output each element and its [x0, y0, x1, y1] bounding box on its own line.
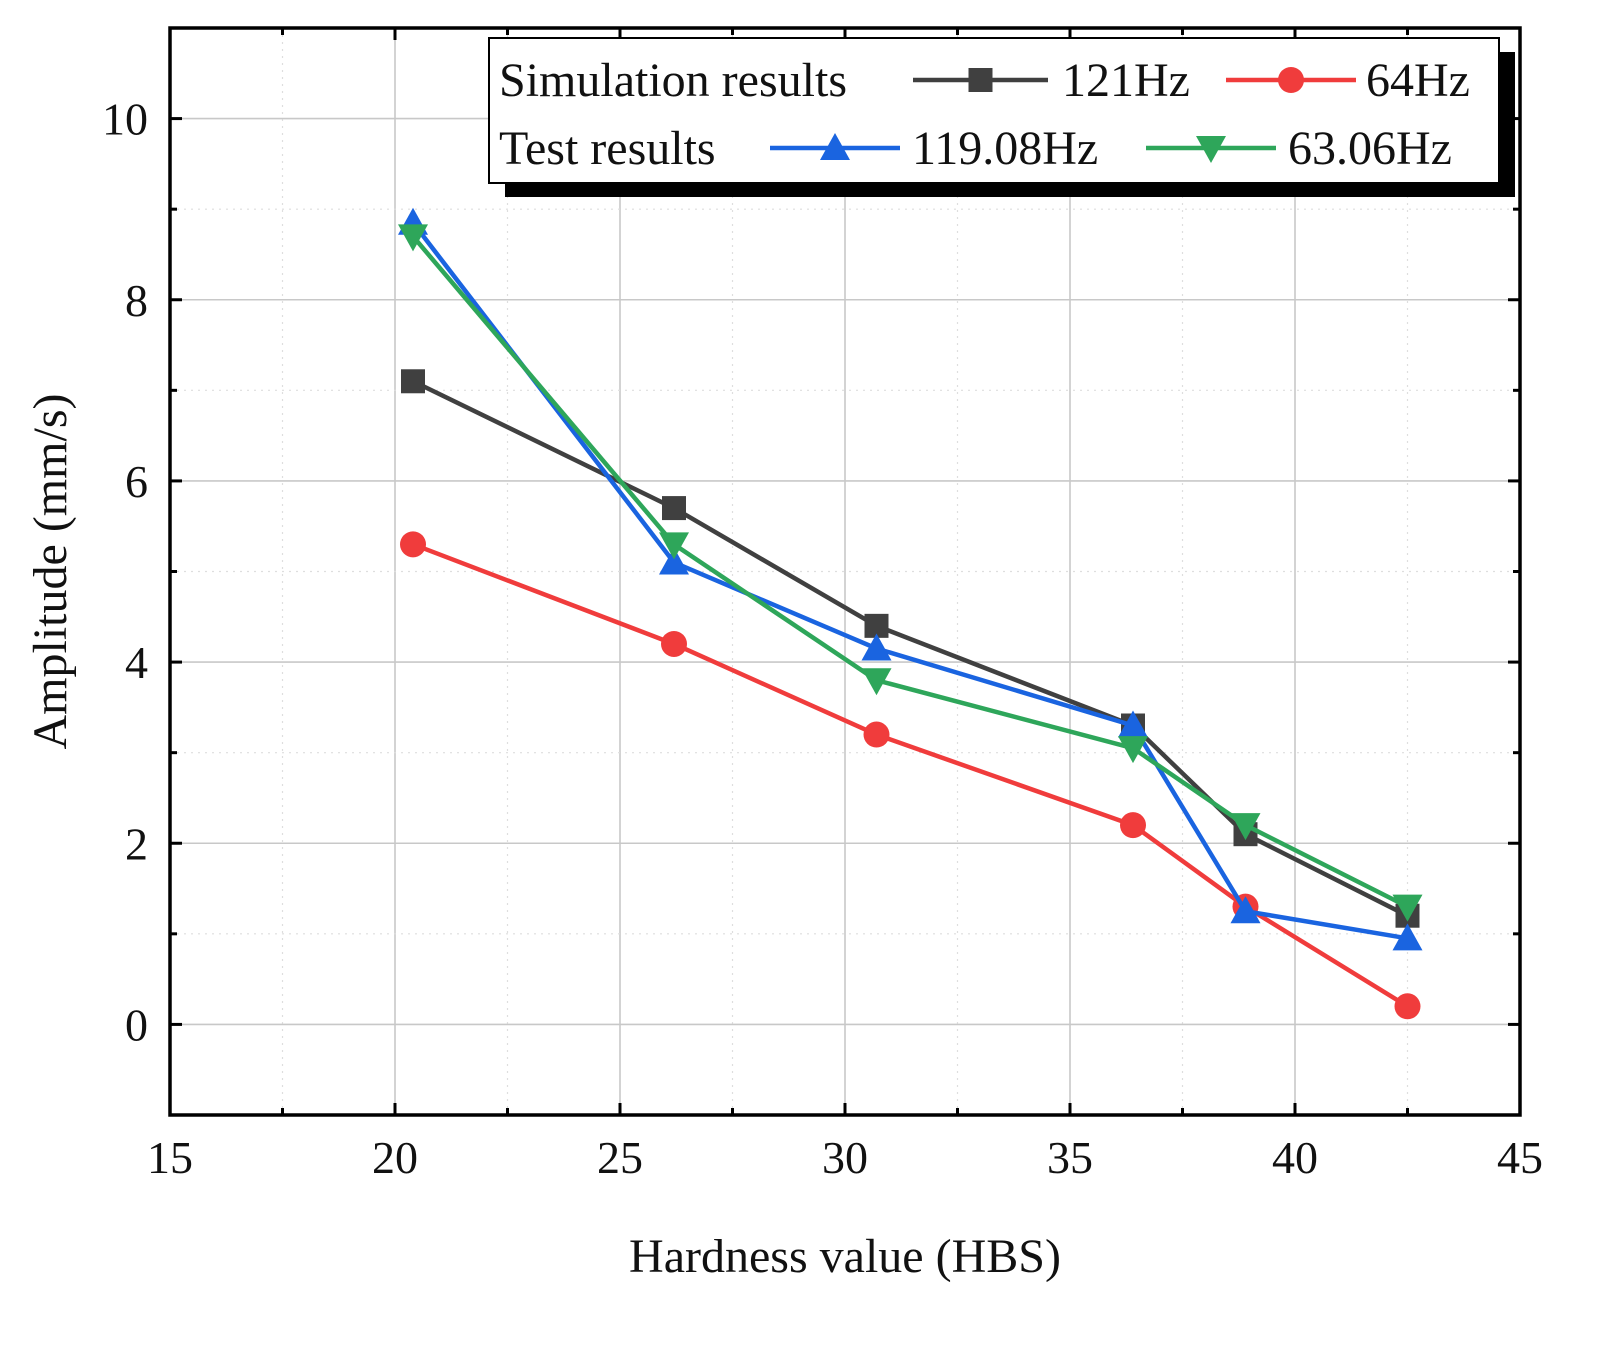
y-axis-title: Amplitude (mm/s): [24, 394, 77, 750]
data-point: [401, 369, 425, 394]
y-tick-label: 6: [125, 456, 148, 507]
data-point: [659, 547, 689, 575]
x-tick-label: 15: [147, 1132, 193, 1183]
series-line: [411, 221, 1408, 941]
x-tick-label: 40: [1272, 1132, 1318, 1183]
data-point: [861, 633, 892, 661]
legend-label: 64Hz: [1366, 54, 1470, 107]
series-63.06Hz: [398, 224, 1423, 922]
legend-box: [488, 37, 1500, 184]
legend-label: 63.06Hz: [1288, 122, 1452, 175]
x-tick-label: 30: [822, 1132, 868, 1183]
data-point: [400, 531, 426, 558]
legend-group-label: Test results: [499, 122, 716, 175]
data-point: [1118, 710, 1148, 738]
y-tick-label: 2: [125, 818, 148, 869]
data-point: [662, 496, 686, 521]
data-point: [1230, 896, 1261, 924]
data-point: [1392, 923, 1423, 951]
legend-marker: [820, 133, 850, 160]
legend-marker: [1278, 67, 1304, 93]
data-point: [1392, 894, 1423, 922]
y-tick-label: 10: [102, 94, 148, 145]
series-line: [412, 379, 1409, 918]
data-point: [863, 721, 890, 748]
data-point: [1230, 813, 1261, 841]
y-tick-label: 4: [125, 637, 148, 688]
legend: Simulation results 121Hz 64Hz Test results 1…: [488, 37, 1515, 197]
data-point: [1394, 993, 1421, 1020]
axis-ticks: 15 20 25 30 35 40 45 0 2 4 6 8 10: [102, 26, 1543, 1183]
data-point: [1120, 812, 1146, 839]
data-point: [659, 532, 689, 560]
series-group: [398, 207, 1423, 1020]
legend-label: 119.08Hz: [912, 122, 1098, 175]
series-64Hz: [400, 531, 1421, 1020]
data-point: [398, 224, 428, 252]
x-axis-title: Hardness value (HBS): [629, 1230, 1061, 1283]
y-tick-label: 0: [125, 999, 148, 1050]
x-tick-label: 20: [372, 1132, 418, 1183]
x-tick-label: 35: [1047, 1132, 1093, 1183]
data-point: [861, 668, 892, 696]
legend-marker: [1196, 136, 1226, 163]
series-line: [412, 542, 1409, 1009]
data-point: [1118, 736, 1148, 764]
legend-group-label: Simulation results: [499, 54, 847, 107]
data-point: [661, 630, 687, 657]
legend-label: 121Hz: [1062, 54, 1190, 107]
y-tick-label: 8: [125, 275, 148, 326]
series-line: [411, 234, 1409, 909]
x-tick-label: 25: [597, 1132, 643, 1183]
x-tick-label: 45: [1497, 1132, 1543, 1183]
legend-marker: [968, 68, 993, 92]
